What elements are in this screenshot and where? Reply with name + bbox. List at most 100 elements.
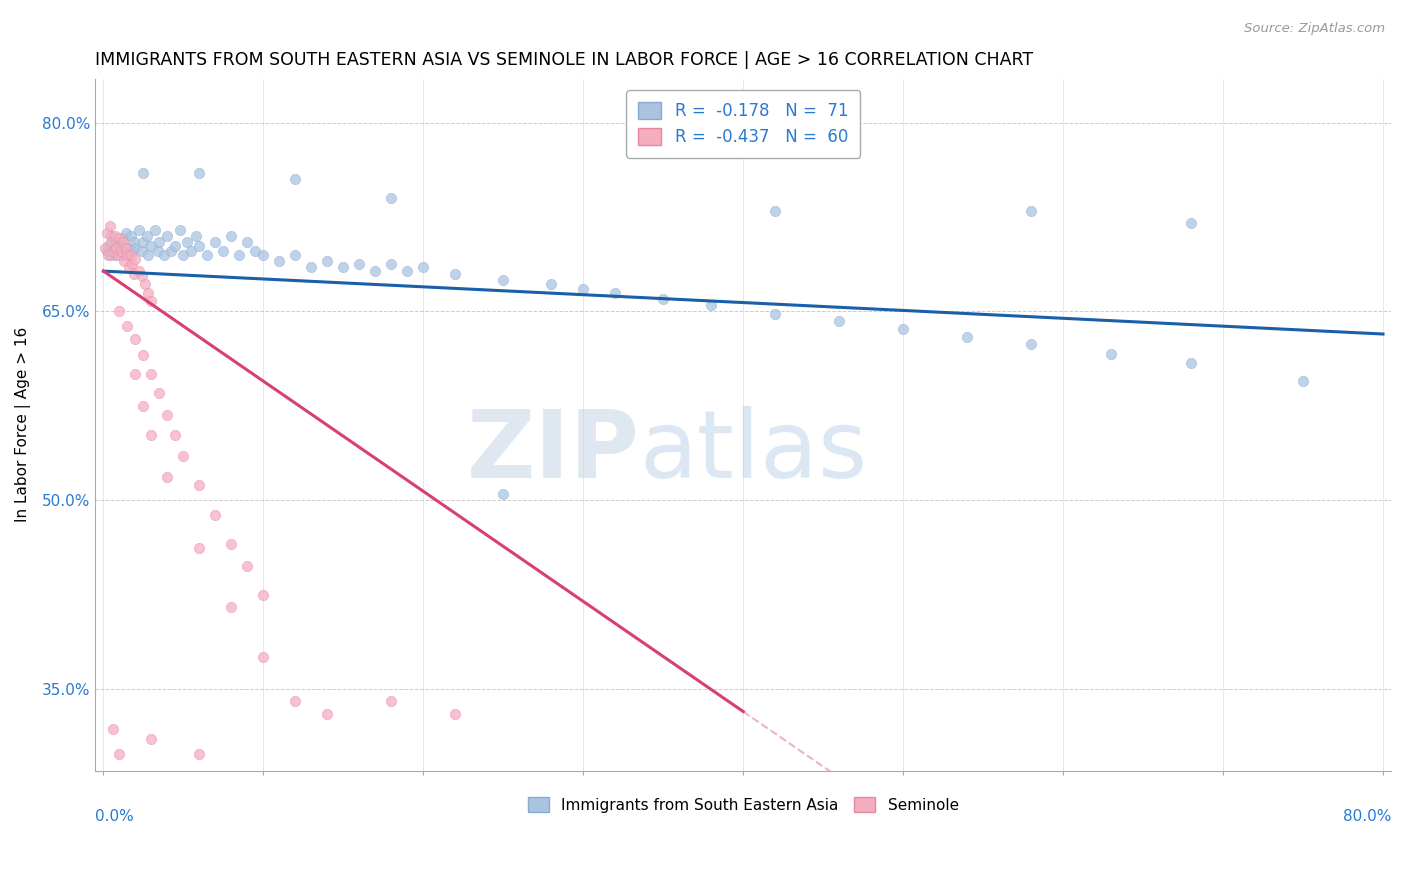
- Point: [105, 242, 128, 256]
- Point: [172, 449, 194, 463]
- Point: [132, 399, 155, 413]
- Point: [364, 264, 387, 278]
- Point: [572, 282, 595, 296]
- Point: [252, 248, 274, 262]
- Point: [96, 244, 118, 258]
- Point: [284, 694, 307, 708]
- Point: [444, 267, 467, 281]
- Point: [120, 228, 142, 243]
- Point: [115, 242, 138, 256]
- Point: [124, 332, 146, 346]
- Point: [128, 264, 150, 278]
- Point: [1019, 337, 1042, 351]
- Point: [652, 292, 675, 306]
- Point: [1292, 374, 1315, 388]
- Point: [269, 254, 291, 268]
- Point: [101, 244, 124, 258]
- Point: [299, 260, 322, 275]
- Point: [131, 269, 153, 284]
- Point: [141, 239, 163, 253]
- Point: [118, 260, 141, 275]
- Point: [396, 264, 419, 278]
- Point: [124, 368, 146, 382]
- Point: [135, 228, 157, 243]
- Point: [245, 244, 267, 258]
- Point: [172, 248, 194, 262]
- Point: [316, 707, 339, 722]
- Point: [188, 239, 211, 253]
- Point: [122, 267, 145, 281]
- Point: [180, 244, 202, 258]
- Point: [186, 228, 208, 243]
- Point: [221, 537, 243, 551]
- Point: [148, 386, 170, 401]
- Point: [112, 244, 135, 258]
- Point: [104, 248, 127, 262]
- Point: [107, 244, 129, 258]
- Point: [117, 242, 139, 256]
- Point: [380, 191, 402, 205]
- Point: [148, 235, 170, 249]
- Point: [117, 248, 139, 262]
- Point: [94, 242, 117, 256]
- Point: [108, 304, 131, 318]
- Point: [98, 219, 121, 233]
- Point: [316, 254, 339, 268]
- Point: [141, 732, 163, 747]
- Point: [188, 478, 211, 492]
- Point: [212, 244, 235, 258]
- Point: [284, 248, 307, 262]
- Point: [121, 256, 143, 270]
- Point: [115, 227, 138, 241]
- Point: [204, 508, 226, 523]
- Point: [891, 322, 914, 336]
- Point: [236, 558, 259, 573]
- Text: IMMIGRANTS FROM SOUTH EASTERN ASIA VS SEMINOLE IN LABOR FORCE | AGE > 16 CORRELA: IMMIGRANTS FROM SOUTH EASTERN ASIA VS SE…: [96, 51, 1033, 69]
- Point: [141, 294, 163, 309]
- Point: [108, 231, 131, 245]
- Point: [156, 228, 179, 243]
- Point: [412, 260, 434, 275]
- Point: [101, 242, 124, 256]
- Point: [1180, 216, 1202, 230]
- Point: [100, 228, 122, 243]
- Point: [156, 408, 179, 422]
- Point: [104, 228, 127, 243]
- Point: [112, 254, 135, 268]
- Point: [96, 227, 118, 241]
- Point: [1099, 347, 1122, 361]
- Point: [221, 228, 243, 243]
- Point: [108, 747, 131, 762]
- Point: [110, 248, 132, 262]
- Point: [97, 248, 120, 262]
- Point: [221, 600, 243, 615]
- Text: atlas: atlas: [640, 407, 868, 499]
- Point: [134, 277, 156, 291]
- Point: [828, 314, 851, 328]
- Point: [141, 427, 163, 442]
- Point: [492, 487, 515, 501]
- Point: [153, 248, 176, 262]
- Point: [332, 260, 354, 275]
- Text: 0.0%: 0.0%: [96, 809, 134, 824]
- Point: [188, 747, 211, 762]
- Point: [118, 248, 141, 262]
- Point: [128, 222, 150, 236]
- Point: [136, 285, 159, 300]
- Point: [165, 427, 187, 442]
- Point: [136, 248, 159, 262]
- Point: [284, 172, 307, 186]
- Legend: Immigrants from South Eastern Asia, Seminole: Immigrants from South Eastern Asia, Semi…: [519, 788, 967, 822]
- Point: [107, 248, 129, 262]
- Point: [492, 273, 515, 287]
- Point: [252, 588, 274, 602]
- Point: [98, 248, 121, 262]
- Text: Source: ZipAtlas.com: Source: ZipAtlas.com: [1244, 22, 1385, 36]
- Point: [1180, 356, 1202, 370]
- Point: [111, 231, 134, 245]
- Point: [121, 244, 143, 258]
- Point: [110, 244, 132, 258]
- Point: [108, 239, 131, 253]
- Point: [956, 329, 979, 343]
- Point: [143, 222, 166, 236]
